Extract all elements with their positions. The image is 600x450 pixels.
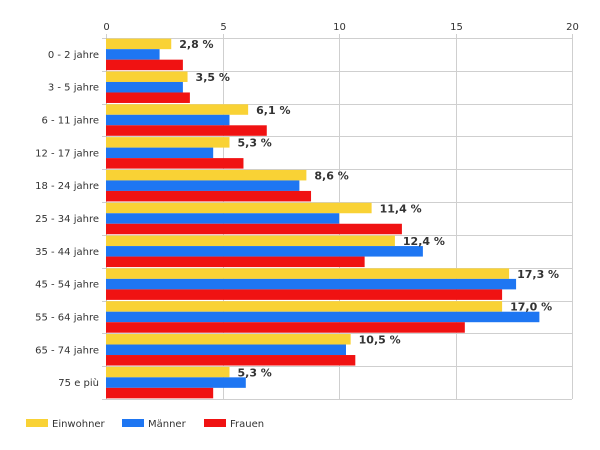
data-label: 6,1 %	[256, 104, 290, 117]
data-label: 11,4 %	[380, 202, 422, 215]
data-label: 10,5 %	[359, 334, 401, 347]
bar	[106, 256, 365, 268]
data-label: 3,5 %	[196, 71, 230, 84]
bar	[106, 104, 249, 115]
bar	[106, 268, 510, 279]
bar	[106, 301, 503, 312]
category-label: 35 - 44 jahre	[35, 247, 99, 258]
data-label: 12,4 %	[403, 235, 445, 248]
bar	[106, 169, 307, 181]
bar	[106, 235, 395, 247]
bar	[106, 202, 372, 214]
bar	[106, 355, 356, 366]
x-tick-label: 10	[333, 22, 346, 33]
data-label: 5,3 %	[237, 366, 271, 379]
bar	[106, 59, 183, 71]
x-tick-label: 20	[566, 22, 579, 33]
bar	[106, 81, 183, 93]
data-label: 2,8 %	[179, 38, 213, 51]
data-label: 17,0 %	[510, 301, 552, 314]
bar	[106, 289, 503, 300]
category-label: 12 - 17 jahre	[35, 148, 99, 159]
bar	[106, 114, 230, 126]
category-label: 65 - 74 jahre	[35, 345, 99, 356]
bar	[106, 387, 214, 399]
bar	[106, 246, 423, 257]
bar	[106, 213, 339, 224]
bar	[106, 180, 300, 191]
category-label: 3 - 5 jahre	[48, 83, 99, 94]
bar	[106, 147, 214, 159]
bar	[106, 334, 351, 345]
data-label: 5,3 %	[237, 137, 271, 150]
legend: Einwohner Männer Frauen	[26, 419, 264, 430]
category-label: 25 - 34 jahre	[35, 214, 99, 225]
bars	[106, 38, 540, 399]
legend-label: Einwohner	[52, 419, 106, 430]
bar	[106, 223, 402, 235]
legend-label: Männer	[148, 419, 187, 430]
bar	[106, 125, 267, 136]
bar	[106, 137, 230, 148]
legend-swatch	[122, 419, 144, 427]
legend-swatch	[26, 419, 48, 427]
category-label: 0 - 2 jahre	[48, 50, 99, 61]
category-label: 18 - 24 jahre	[35, 181, 99, 192]
bar	[106, 366, 230, 378]
bar	[106, 311, 540, 323]
data-label: 17,3 %	[517, 268, 559, 281]
bar	[106, 344, 346, 356]
data-label: 8,6 %	[314, 169, 348, 182]
bar	[106, 190, 312, 202]
category-label: 45 - 54 jahre	[35, 280, 99, 291]
x-tick-label: 0	[103, 22, 109, 33]
x-tick-label: 15	[450, 22, 463, 33]
x-axis-ticks: 0 5 10 15 20	[103, 22, 579, 33]
bar	[106, 92, 190, 103]
data-labels: 2,8 % 3,5 % 6,1 % 5,3 % 8,6 % 11,4 % 12,4 % 17,…	[179, 38, 559, 379]
category-label: 55 - 64 jahre	[35, 312, 99, 323]
bar	[106, 322, 465, 333]
category-label: 75 e più	[58, 377, 99, 389]
bar	[106, 377, 246, 388]
bar	[106, 278, 517, 290]
bar	[106, 49, 160, 60]
category-labels: 0 - 2 jahre 3 - 5 jahre 6 - 11 jahre 12 - 1…	[35, 50, 99, 389]
x-tick-label: 5	[220, 22, 226, 33]
category-label: 6 - 11 jahre	[41, 116, 99, 127]
bar	[106, 38, 172, 50]
bar	[106, 71, 188, 82]
bar	[106, 158, 244, 169]
legend-label: Frauen	[230, 419, 264, 430]
legend-swatch	[204, 419, 226, 427]
